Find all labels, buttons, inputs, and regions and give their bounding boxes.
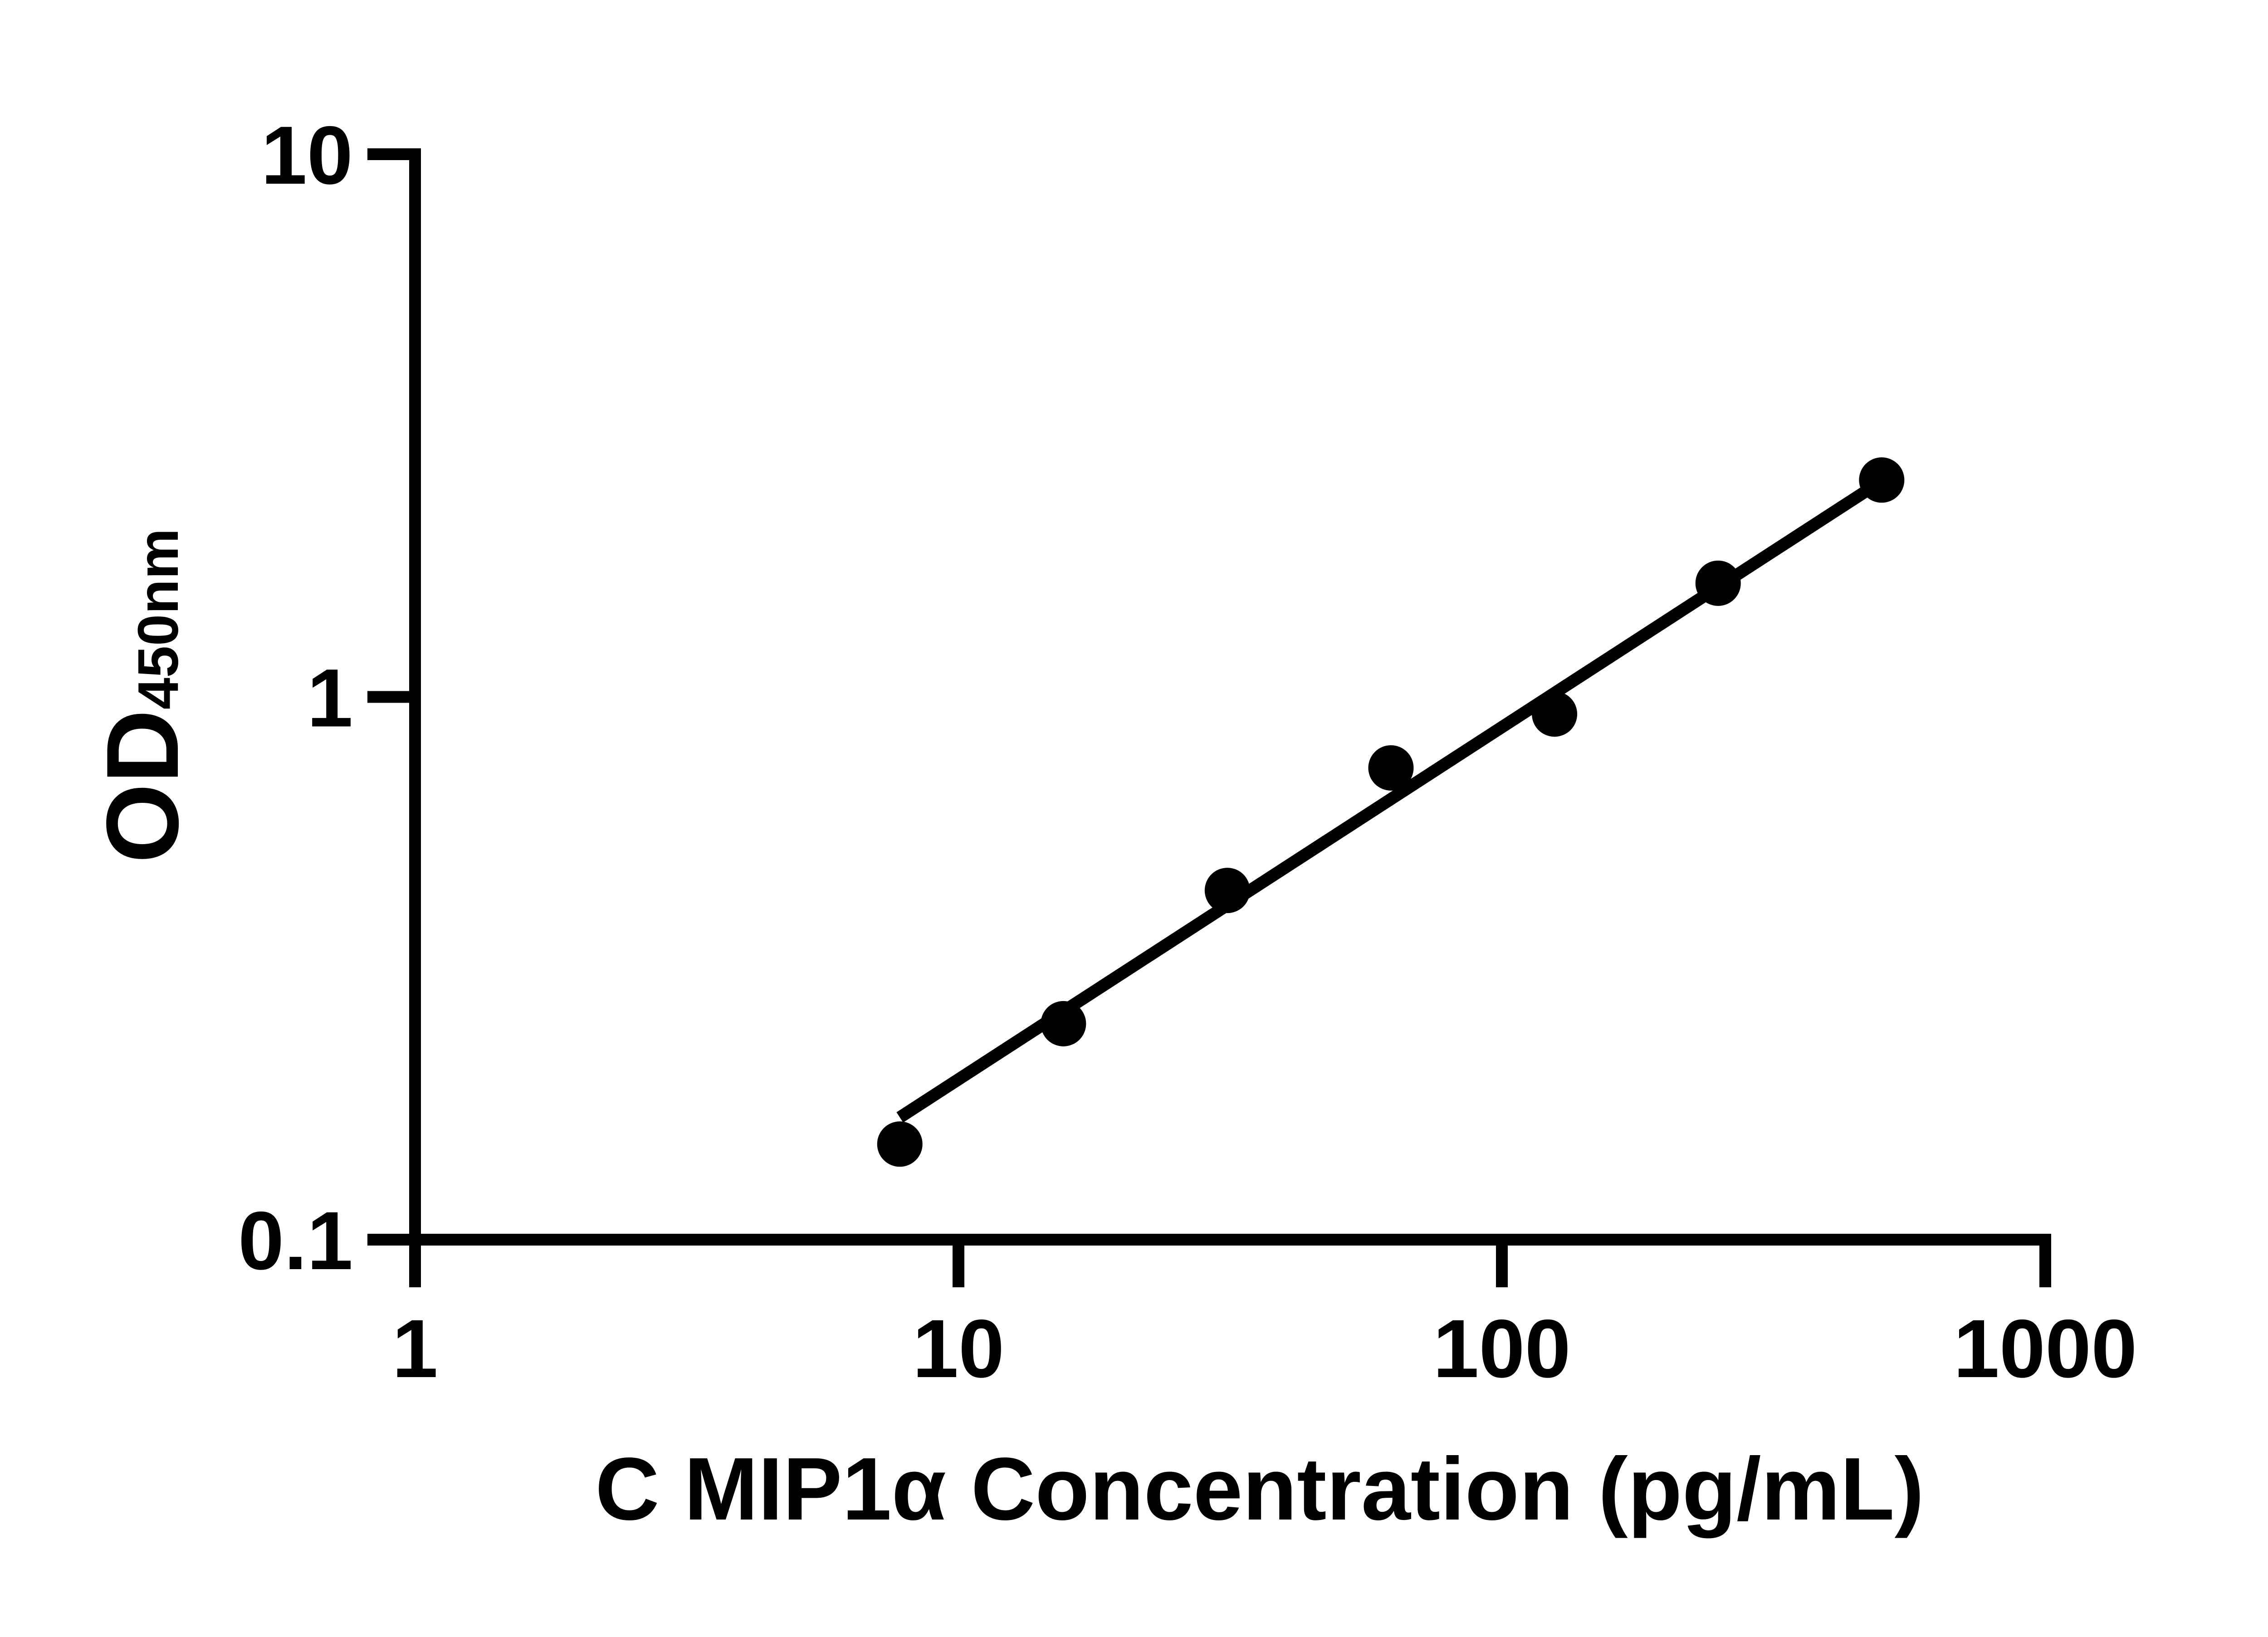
y-tick-label-1: 1 (307, 652, 353, 744)
x-tick-label-1: 1 (392, 1302, 438, 1395)
data-point-4 (1368, 745, 1414, 791)
x-tick-label-10: 10 (913, 1302, 1004, 1395)
x-axis-title: C MIP1α Concentration (pg/mL) (595, 1439, 1924, 1539)
plot-area (877, 457, 1905, 1167)
y-tick-label-0.1: 0.1 (238, 1194, 353, 1287)
y-axis-title-main: OD (85, 709, 200, 863)
data-point-5 (1532, 691, 1578, 737)
tick-labels: 10 1 0.1 1 10 100 1000 (238, 109, 2137, 1395)
y-tick-label-10: 10 (261, 109, 353, 201)
y-axis-title: OD450nm (85, 528, 200, 863)
axis-ticks (367, 148, 2051, 1287)
data-point-3 (1204, 868, 1250, 914)
data-point-6 (1695, 560, 1741, 606)
data-point-2 (1041, 1001, 1086, 1046)
axes (409, 148, 2051, 1246)
y-axis-title-subscript: 450nm (126, 528, 190, 709)
x-tick-label-100: 100 (1433, 1302, 1571, 1395)
data-point-1 (877, 1121, 923, 1167)
data-point-7 (1859, 457, 1905, 503)
x-tick-label-1000: 1000 (1954, 1302, 2137, 1395)
